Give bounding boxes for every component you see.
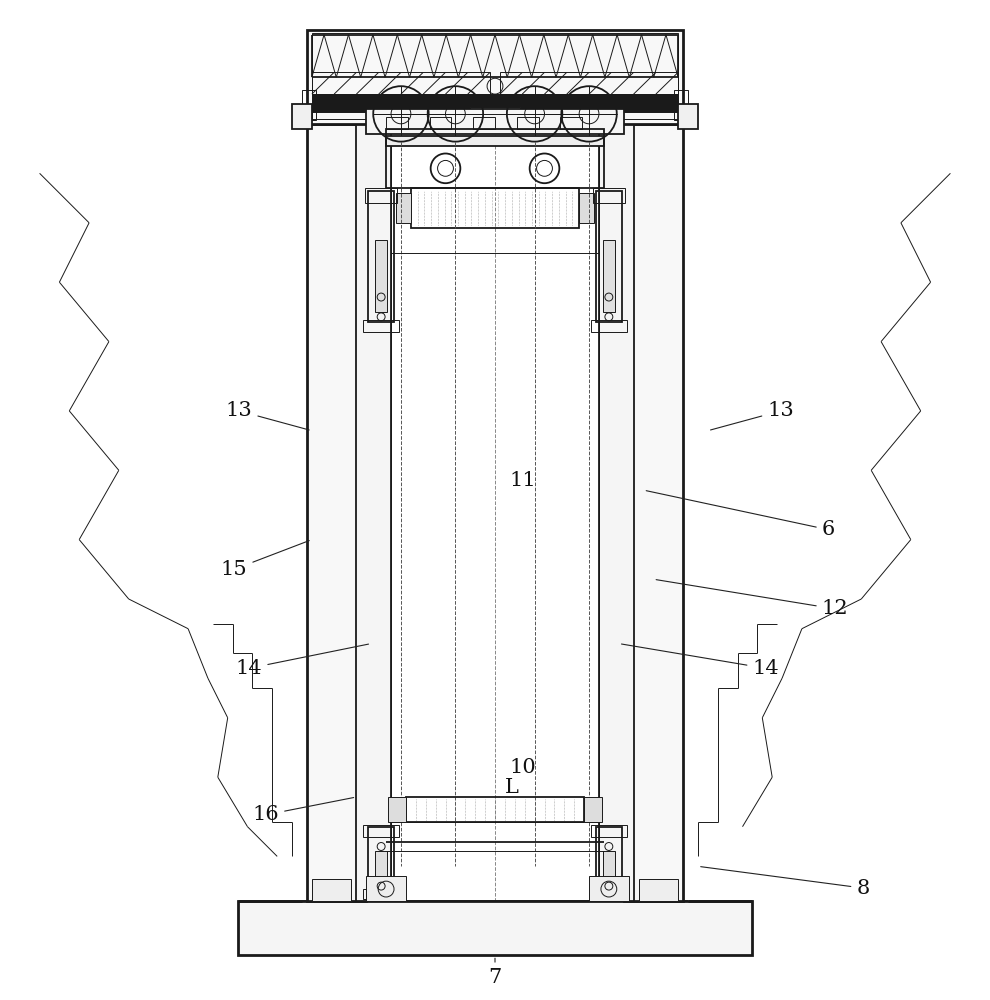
Bar: [364, 199, 382, 227]
Text: 8: 8: [701, 867, 869, 898]
Bar: [599, 124, 634, 901]
Text: 16: 16: [252, 798, 353, 824]
Bar: [312, 94, 678, 112]
Bar: [386, 129, 604, 188]
Bar: [391, 124, 599, 901]
Bar: [603, 240, 615, 312]
Bar: [388, 797, 406, 822]
Bar: [579, 193, 594, 223]
Bar: [375, 240, 387, 312]
Bar: [406, 797, 584, 822]
Bar: [591, 825, 627, 837]
Bar: [307, 124, 366, 901]
Bar: [603, 851, 615, 883]
Bar: [674, 90, 688, 120]
Bar: [292, 104, 312, 129]
Bar: [307, 30, 683, 124]
Bar: [608, 674, 626, 702]
Bar: [386, 136, 604, 146]
Bar: [238, 901, 752, 955]
Bar: [302, 90, 316, 120]
Bar: [678, 104, 698, 129]
Bar: [608, 278, 626, 306]
Bar: [364, 546, 382, 573]
Bar: [386, 117, 408, 129]
Bar: [606, 124, 624, 901]
Bar: [608, 456, 626, 484]
Bar: [470, 107, 520, 117]
Bar: [366, 124, 384, 901]
Bar: [312, 33, 678, 119]
Text: 14: 14: [236, 644, 368, 678]
Bar: [517, 117, 539, 129]
Bar: [366, 876, 406, 901]
Bar: [639, 879, 678, 901]
Bar: [500, 72, 678, 94]
Bar: [596, 191, 622, 322]
Bar: [368, 191, 394, 322]
Bar: [363, 889, 399, 899]
Text: 13: 13: [226, 401, 309, 430]
Text: 12: 12: [656, 580, 848, 618]
Bar: [363, 825, 399, 837]
Bar: [473, 117, 495, 129]
Text: 15: 15: [221, 541, 309, 579]
Bar: [411, 188, 579, 228]
Bar: [364, 456, 382, 484]
Text: 7: 7: [488, 958, 502, 987]
Bar: [560, 117, 582, 129]
Bar: [608, 367, 626, 395]
Bar: [368, 827, 394, 891]
Bar: [584, 797, 602, 822]
Bar: [364, 367, 382, 395]
Text: 14: 14: [622, 644, 779, 678]
Text: 10: 10: [510, 758, 537, 777]
Bar: [591, 320, 627, 332]
Bar: [364, 674, 382, 702]
Text: 6: 6: [646, 491, 835, 539]
Bar: [608, 546, 626, 573]
Bar: [396, 193, 411, 223]
Bar: [589, 876, 629, 901]
Bar: [366, 109, 624, 134]
Bar: [596, 827, 622, 891]
Bar: [591, 889, 627, 899]
Bar: [312, 72, 490, 94]
Bar: [363, 320, 399, 332]
Text: 11: 11: [510, 471, 537, 490]
Bar: [391, 252, 599, 822]
Bar: [593, 188, 625, 203]
Text: 13: 13: [711, 401, 794, 430]
Bar: [430, 117, 451, 129]
Bar: [624, 124, 683, 901]
Bar: [356, 124, 391, 901]
Bar: [365, 188, 397, 203]
Text: L: L: [505, 778, 519, 797]
Bar: [375, 851, 387, 883]
Bar: [608, 199, 626, 227]
Bar: [364, 278, 382, 306]
Bar: [312, 879, 351, 901]
